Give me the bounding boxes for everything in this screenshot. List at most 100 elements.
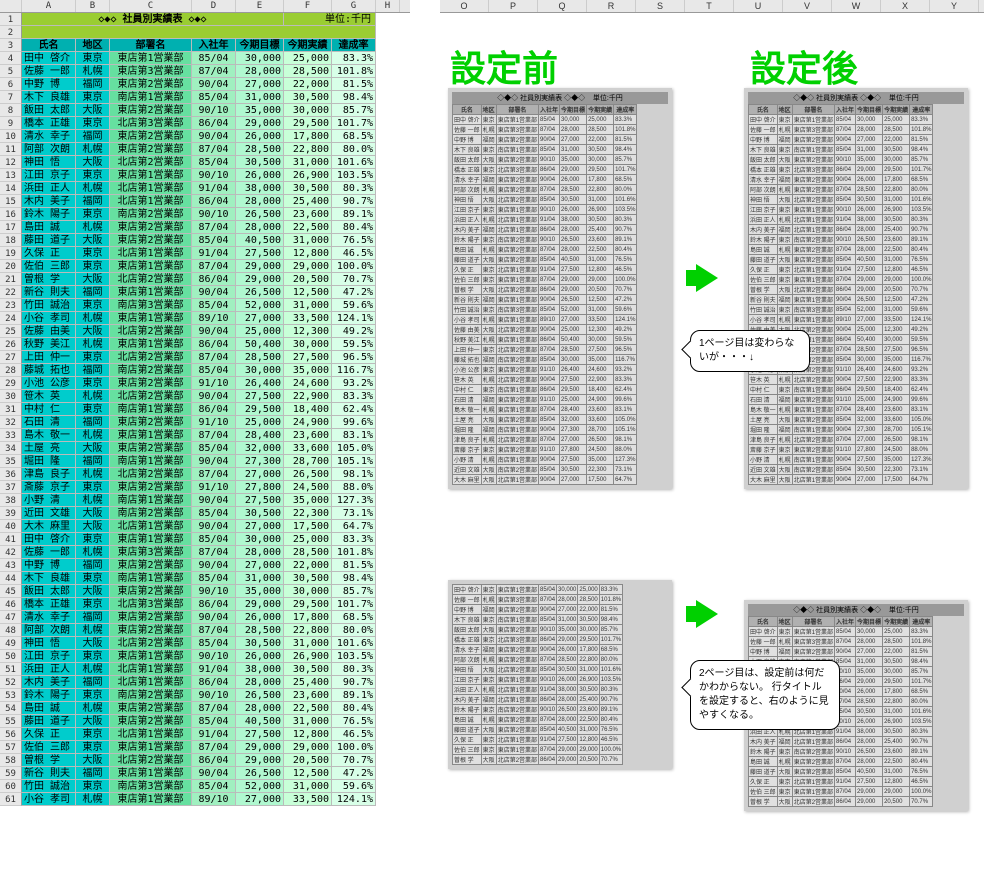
cell-19-0[interactable]: 久保 正: [22, 247, 76, 260]
cell-46-1[interactable]: 東京: [76, 598, 110, 611]
cell-14-6[interactable]: 80.3%: [332, 182, 376, 195]
cell-10-0[interactable]: 清水 幸子: [22, 130, 76, 143]
header-5[interactable]: 今期実績: [284, 39, 332, 52]
row-hdr-52[interactable]: 52: [0, 676, 22, 689]
cell-41-3[interactable]: 85/04: [192, 533, 236, 546]
cell-10-1[interactable]: 福岡: [76, 130, 110, 143]
cell-54-4[interactable]: 28,000: [236, 702, 284, 715]
cell-26-6[interactable]: 59.5%: [332, 338, 376, 351]
cell-26-2[interactable]: 東店第1営業部: [110, 338, 192, 351]
rcol-V[interactable]: V: [783, 0, 832, 12]
header-2[interactable]: 部署名: [110, 39, 192, 52]
cell-24-5[interactable]: 33,500: [284, 312, 332, 325]
cell-37-0[interactable]: 斎藤 京子: [22, 481, 76, 494]
cell-19-4[interactable]: 27,500: [236, 247, 284, 260]
row-hdr-60[interactable]: 60: [0, 780, 22, 793]
row-hdr-56[interactable]: 56: [0, 728, 22, 741]
cell-10-2[interactable]: 東店第2営業部: [110, 130, 192, 143]
cell-35-1[interactable]: 福岡: [76, 455, 110, 468]
cell-24-2[interactable]: 東店第1営業部: [110, 312, 192, 325]
cell-12-0[interactable]: 神田 悟: [22, 156, 76, 169]
cell-51-0[interactable]: 浜田 正人: [22, 663, 76, 676]
cell-54-2[interactable]: 東店第2営業部: [110, 702, 192, 715]
cell-42-0[interactable]: 佐藤 一郎: [22, 546, 76, 559]
cell-32-0[interactable]: 石田 清: [22, 416, 76, 429]
cell-46-5[interactable]: 29,500: [284, 598, 332, 611]
cell-47-1[interactable]: 福岡: [76, 611, 110, 624]
cell-29-0[interactable]: 小池 公彦: [22, 377, 76, 390]
cell-56-3[interactable]: 91/04: [192, 728, 236, 741]
cell-45-2[interactable]: 東店第2営業部: [110, 585, 192, 598]
cell-27-0[interactable]: 上田 仲一: [22, 351, 76, 364]
cell-11-6[interactable]: 80.0%: [332, 143, 376, 156]
cell-61-3[interactable]: 89/10: [192, 793, 236, 806]
cell-4-1[interactable]: 東京: [76, 52, 110, 65]
cell-4-3[interactable]: 85/04: [192, 52, 236, 65]
unit-cell[interactable]: 単位:千円: [284, 13, 376, 26]
cell-44-0[interactable]: 木下 良雄: [22, 572, 76, 585]
cell-15-2[interactable]: 北店第1営業部: [110, 195, 192, 208]
cell-58-0[interactable]: 曽根 学: [22, 754, 76, 767]
row-hdr-43[interactable]: 43: [0, 559, 22, 572]
rcol-Q[interactable]: Q: [538, 0, 587, 12]
cell-43-2[interactable]: 東店第2営業部: [110, 559, 192, 572]
row-hdr-21[interactable]: 21: [0, 273, 22, 286]
cell-21-1[interactable]: 大阪: [76, 273, 110, 286]
row-hdr-61[interactable]: 61: [0, 793, 22, 806]
cell-39-0[interactable]: 近田 文雄: [22, 507, 76, 520]
header-3[interactable]: 入社年: [192, 39, 236, 52]
row-hdr-17[interactable]: 17: [0, 221, 22, 234]
cell-32-6[interactable]: 99.6%: [332, 416, 376, 429]
row-hdr-53[interactable]: 53: [0, 689, 22, 702]
cell-16-2[interactable]: 南店第2営業部: [110, 208, 192, 221]
cell-6-5[interactable]: 22,000: [284, 78, 332, 91]
cell-55-5[interactable]: 31,000: [284, 715, 332, 728]
cell-32-4[interactable]: 25,000: [236, 416, 284, 429]
cell-5-5[interactable]: 28,500: [284, 65, 332, 78]
rcol-R[interactable]: R: [587, 0, 636, 12]
cell-49-3[interactable]: 85/04: [192, 637, 236, 650]
cell-52-1[interactable]: 福岡: [76, 676, 110, 689]
cell-31-4[interactable]: 29,500: [236, 403, 284, 416]
row-hdr-29[interactable]: 29: [0, 377, 22, 390]
cell-30-5[interactable]: 22,900: [284, 390, 332, 403]
cell-60-3[interactable]: 85/04: [192, 780, 236, 793]
cell-8-1[interactable]: 大阪: [76, 104, 110, 117]
cell-16-3[interactable]: 90/10: [192, 208, 236, 221]
cell-47-0[interactable]: 清水 幸子: [22, 611, 76, 624]
cell-16-6[interactable]: 89.1%: [332, 208, 376, 221]
cell-46-3[interactable]: 86/04: [192, 598, 236, 611]
cell-50-4[interactable]: 26,000: [236, 650, 284, 663]
cell-20-5[interactable]: 29,000: [284, 260, 332, 273]
cell-7-4[interactable]: 31,000: [236, 91, 284, 104]
cell-53-2[interactable]: 南店第2営業部: [110, 689, 192, 702]
cell-38-2[interactable]: 南店第1営業部: [110, 494, 192, 507]
cell-42-3[interactable]: 87/04: [192, 546, 236, 559]
cell-33-1[interactable]: 札幌: [76, 429, 110, 442]
cell-21-6[interactable]: 70.7%: [332, 273, 376, 286]
row-hdr-22[interactable]: 22: [0, 286, 22, 299]
cell-19-2[interactable]: 北店第1営業部: [110, 247, 192, 260]
cell-24-3[interactable]: 89/10: [192, 312, 236, 325]
cell-51-1[interactable]: 札幌: [76, 663, 110, 676]
row-hdr-34[interactable]: 34: [0, 442, 22, 455]
cell-42-6[interactable]: 101.8%: [332, 546, 376, 559]
cell-52-6[interactable]: 90.7%: [332, 676, 376, 689]
cell-49-2[interactable]: 北店第2営業部: [110, 637, 192, 650]
cell-54-1[interactable]: 札幌: [76, 702, 110, 715]
cell-7-6[interactable]: 98.4%: [332, 91, 376, 104]
cell-56-2[interactable]: 北店第1営業部: [110, 728, 192, 741]
cell-22-0[interactable]: 新谷 則夫: [22, 286, 76, 299]
row-hdr-59[interactable]: 59: [0, 767, 22, 780]
cell-17-4[interactable]: 28,000: [236, 221, 284, 234]
cell-41-6[interactable]: 83.3%: [332, 533, 376, 546]
cell-15-0[interactable]: 木内 美子: [22, 195, 76, 208]
cell-58-2[interactable]: 北店第2営業部: [110, 754, 192, 767]
cell-39-2[interactable]: 南店第2営業部: [110, 507, 192, 520]
cell-47-4[interactable]: 26,000: [236, 611, 284, 624]
cell-57-5[interactable]: 29,000: [284, 741, 332, 754]
cell-34-4[interactable]: 32,000: [236, 442, 284, 455]
cell-14-2[interactable]: 北店第1営業部: [110, 182, 192, 195]
cell-57-1[interactable]: 東京: [76, 741, 110, 754]
cell-33-2[interactable]: 東店第1営業部: [110, 429, 192, 442]
